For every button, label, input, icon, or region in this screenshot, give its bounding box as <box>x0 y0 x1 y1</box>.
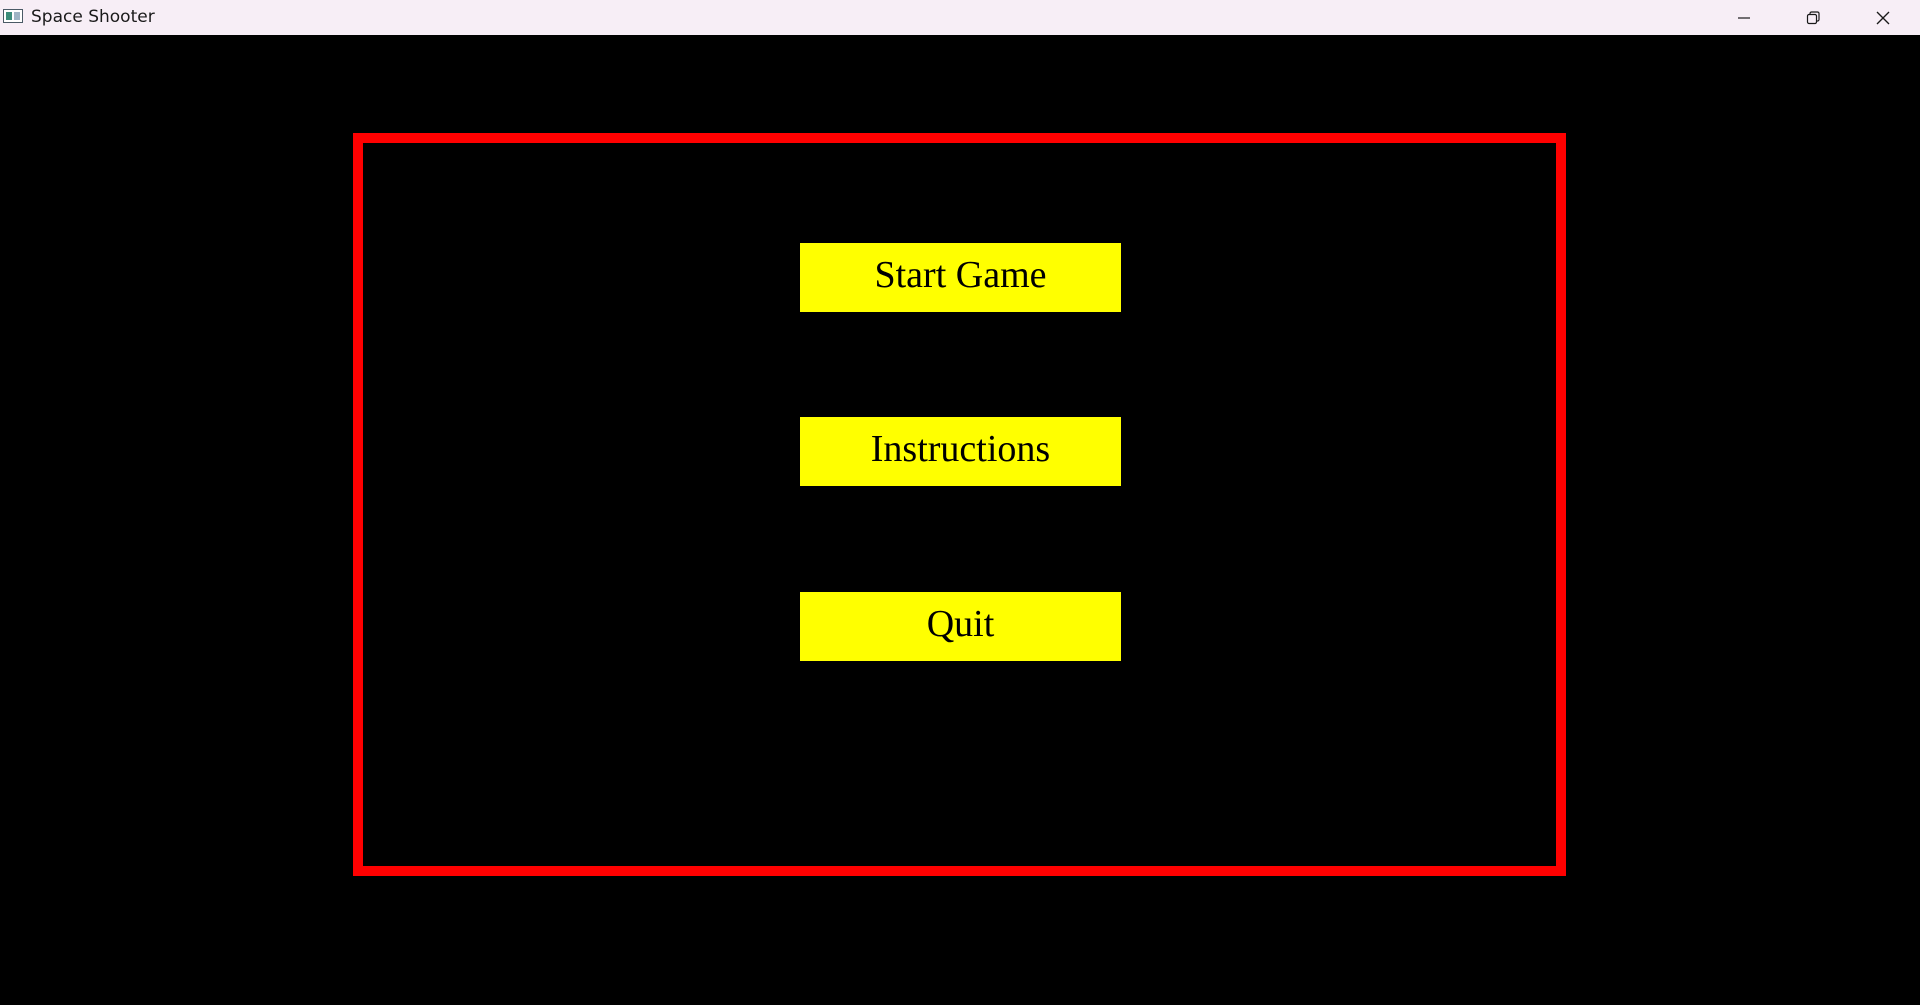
minimize-icon <box>1738 16 1750 19</box>
restore-icon <box>1806 10 1820 24</box>
minimize-button[interactable] <box>1709 0 1779 35</box>
close-icon <box>1876 11 1890 24</box>
restore-button[interactable] <box>1778 0 1848 35</box>
title-bar[interactable]: Space Shooter <box>0 0 1920 35</box>
instructions-button[interactable]: Instructions <box>800 417 1121 486</box>
close-button[interactable] <box>1848 0 1918 35</box>
quit-button[interactable]: Quit <box>800 592 1121 661</box>
window-title: Space Shooter <box>31 7 155 27</box>
app-window-icon <box>3 9 23 23</box>
menu-border <box>353 133 1566 876</box>
start-game-button[interactable]: Start Game <box>800 243 1121 312</box>
game-canvas: Start Game Instructions Quit <box>0 35 1920 1005</box>
